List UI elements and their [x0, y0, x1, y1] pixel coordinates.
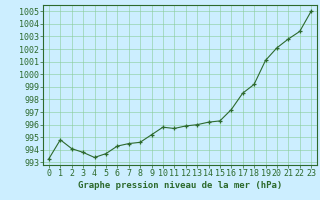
X-axis label: Graphe pression niveau de la mer (hPa): Graphe pression niveau de la mer (hPa) — [78, 181, 282, 190]
